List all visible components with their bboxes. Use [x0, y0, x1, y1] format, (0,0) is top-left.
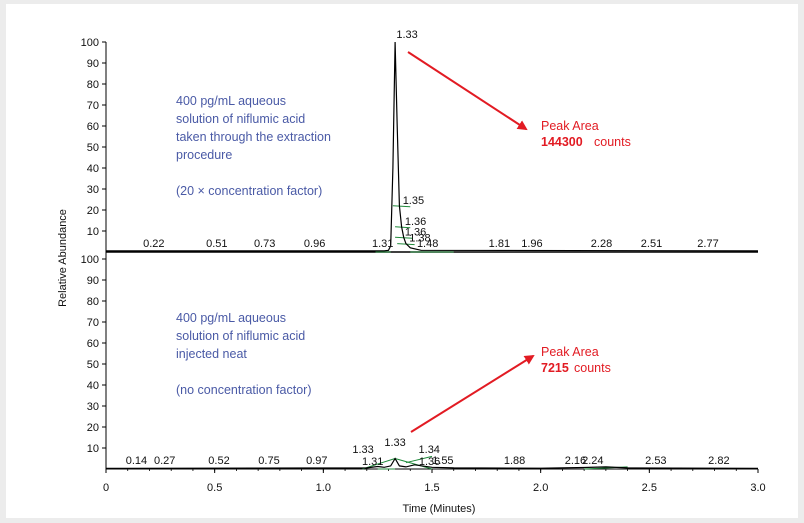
- peak-label: 1.36: [405, 226, 426, 238]
- note-layer: 400 pg/mL aqueous solution of niflumic ac…: [176, 94, 331, 397]
- peak-label: 1.38: [409, 233, 430, 245]
- peak-label: 2.16: [565, 455, 586, 467]
- peak-label: 2.82: [708, 455, 729, 467]
- peak-label: 1.36: [419, 456, 440, 468]
- y-tick-label: 40: [87, 163, 99, 175]
- x-axis-title: Time (Minutes): [403, 503, 476, 515]
- y-tick-label: 70: [87, 100, 99, 112]
- peak-label: 1.35: [403, 195, 424, 207]
- chromatogram-trace: [105, 457, 759, 469]
- trace-layer: [105, 41, 759, 469]
- y-tick-label: 10: [87, 443, 99, 455]
- y-tick-label: 40: [87, 380, 99, 392]
- peak-area-label: Peak Area: [541, 345, 599, 359]
- peak-label: 0.14: [126, 455, 147, 467]
- peak-label: 0.22: [143, 238, 164, 250]
- x-tick-label: 1.5: [424, 482, 439, 494]
- peak-label: 1.33: [384, 437, 405, 449]
- peak-area-value: 7215: [541, 361, 569, 375]
- x-tick-label: 1.0: [316, 482, 331, 494]
- y-tick-label: 60: [87, 121, 99, 133]
- y-tick-label: 20: [87, 422, 99, 434]
- x-tick-label: 2.5: [642, 482, 657, 494]
- y-tick-label: 30: [87, 401, 99, 413]
- peak-label: 2.28: [591, 238, 612, 250]
- label-layer: 0.22 0.51 0.73 0.96 1.311.331.351.361.361.38…: [126, 29, 730, 468]
- y-tick-label: 70: [87, 317, 99, 329]
- panel-note-line: procedure: [176, 148, 232, 162]
- integration-baseline: [392, 205, 411, 208]
- annotation-layer: Peak Area 144300 counts Peak Area 7215 counts: [407, 51, 631, 433]
- peak-label: 0.96: [304, 238, 325, 250]
- integration-baseline: [395, 226, 411, 229]
- chromatogram-chart: 10 20 30 40 50 60 70 80 90 100 10 20 30 40 50 60 70 80 90 1…: [57, 29, 766, 515]
- peak-label: 2.53: [645, 455, 666, 467]
- y-tick-label: 100: [81, 254, 99, 266]
- peak-area-arrow: [407, 51, 528, 131]
- peak-label: 1.96: [521, 238, 542, 250]
- peak-label: 1.55: [432, 455, 453, 467]
- x-tick-label: 2.0: [533, 482, 548, 494]
- y-tick-label: 50: [87, 359, 99, 371]
- axes-layer: 10 20 30 40 50 60 70 80 90 100 10 20 30 40 50 60 70 80 90 1…: [81, 37, 766, 494]
- y-tick-label: 80: [87, 79, 99, 91]
- peak-label: 1.36: [405, 216, 426, 228]
- peak-label: 1.31: [372, 238, 393, 250]
- x-tick-label: 0.5: [207, 482, 222, 494]
- y-tick-label: 60: [87, 338, 99, 350]
- peak-label: 1.31: [362, 456, 383, 468]
- peak-label: 2.77: [697, 238, 718, 250]
- peak-label: 1.48: [417, 238, 438, 250]
- integration-baseline: [405, 455, 433, 464]
- y-axis-title: Relative Abundance: [57, 209, 69, 307]
- panel-note-line: taken through the extraction: [176, 130, 331, 144]
- panel-note-line: 400 pg/mL aqueous: [176, 94, 286, 108]
- peak-label: 1.33: [396, 29, 417, 41]
- panel-note-line: solution of niflumic acid: [176, 329, 305, 343]
- chart-frame: 10 20 30 40 50 60 70 80 90 100 10 20 30 40 50 60 70 80 90 1…: [6, 4, 798, 518]
- panel-note-line: (20 × concentration factor): [176, 184, 322, 198]
- y-tick-label: 50: [87, 142, 99, 154]
- x-tick-label: 0: [103, 482, 109, 494]
- peak-area-arrow: [410, 354, 535, 433]
- peak-label: 0.51: [206, 238, 227, 250]
- chromatogram-trace: [106, 41, 759, 252]
- peak-area-label: Peak Area: [541, 119, 599, 133]
- peak-label: 0.75: [258, 455, 279, 467]
- panel-note-line: solution of niflumic acid: [176, 112, 305, 126]
- peak-label: 2.24: [582, 455, 603, 467]
- y-tick-label: 30: [87, 184, 99, 196]
- x-tick-label: 3.0: [750, 482, 765, 494]
- y-tick-label: 90: [87, 58, 99, 70]
- peak-area-value: 144300: [541, 135, 583, 149]
- peak-label: 0.97: [306, 455, 327, 467]
- peak-label: 1.34: [419, 444, 440, 456]
- peak-label: 0.27: [154, 455, 175, 467]
- y-tick-label: 90: [87, 275, 99, 287]
- peak-label: 0.73: [254, 238, 275, 250]
- integration-baseline: [394, 458, 433, 470]
- peak-label: 1.81: [489, 238, 510, 250]
- peak-label: 1.33: [352, 444, 373, 456]
- peak-label: 1.88: [504, 455, 525, 467]
- y-tick-label: 10: [87, 226, 99, 238]
- y-tick-label: 100: [81, 37, 99, 49]
- peak-label: 2.51: [641, 238, 662, 250]
- peak-label: 0.52: [208, 455, 229, 467]
- y-tick-label: 80: [87, 296, 99, 308]
- panel-note-line: injected neat: [176, 347, 247, 361]
- y-tick-label: 20: [87, 205, 99, 217]
- panel-note-line: 400 pg/mL aqueous: [176, 311, 286, 325]
- peak-area-unit: counts: [594, 135, 631, 149]
- peak-area-unit: counts: [574, 361, 611, 375]
- panel-note-line: (no concentration factor): [176, 383, 312, 397]
